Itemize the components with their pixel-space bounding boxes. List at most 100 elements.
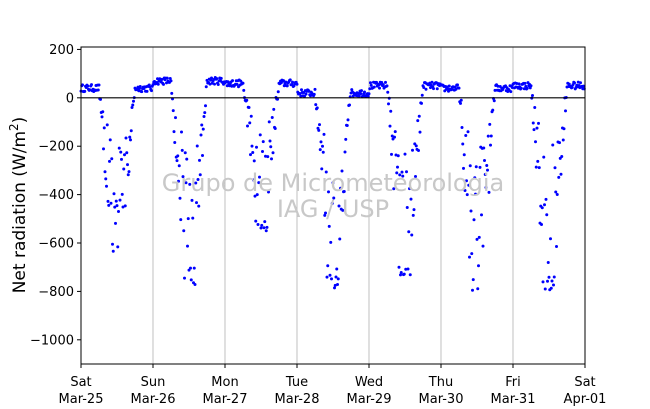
data-point xyxy=(522,87,526,91)
data-point xyxy=(325,275,329,279)
data-point xyxy=(328,273,332,277)
data-point xyxy=(329,240,333,244)
data-point xyxy=(397,265,401,269)
data-point xyxy=(411,148,414,152)
data-point xyxy=(111,242,114,246)
data-point xyxy=(203,111,207,115)
data-point xyxy=(318,148,322,152)
data-point xyxy=(194,181,198,185)
data-point xyxy=(123,153,126,157)
data-point xyxy=(546,279,549,283)
data-point xyxy=(176,154,180,158)
data-point xyxy=(372,85,376,89)
data-point xyxy=(121,205,125,209)
data-point xyxy=(304,92,308,96)
data-point xyxy=(109,201,113,205)
data-point xyxy=(552,283,555,287)
data-point xyxy=(258,133,262,137)
data-point xyxy=(323,213,327,217)
data-point xyxy=(126,163,129,167)
data-point xyxy=(271,151,275,155)
data-point xyxy=(400,170,404,174)
data-point xyxy=(111,249,115,253)
data-point xyxy=(303,94,306,98)
data-point xyxy=(247,105,251,109)
data-point xyxy=(127,170,131,174)
data-point xyxy=(254,219,258,223)
data-point xyxy=(90,83,93,87)
data-point xyxy=(260,223,264,227)
data-point xyxy=(317,128,321,132)
x-tick-date-label: Mar-28 xyxy=(275,392,320,407)
data-point xyxy=(475,237,479,241)
data-point xyxy=(484,185,488,189)
y-tick-label: −400 xyxy=(38,188,74,203)
data-point xyxy=(550,279,554,283)
data-point xyxy=(363,90,366,94)
data-point xyxy=(537,121,540,125)
data-point xyxy=(403,152,407,156)
data-point xyxy=(307,89,311,93)
data-point xyxy=(105,123,109,127)
data-point xyxy=(145,89,149,93)
data-point xyxy=(148,85,152,89)
data-point xyxy=(205,78,209,82)
data-point xyxy=(410,233,414,237)
data-point xyxy=(388,124,392,128)
data-point xyxy=(551,143,555,147)
data-point xyxy=(118,198,122,202)
data-point xyxy=(251,151,255,155)
plot-frame xyxy=(80,46,586,365)
data-point xyxy=(324,170,328,174)
data-point xyxy=(401,174,405,178)
data-point xyxy=(112,192,116,196)
y-tick-label: −200 xyxy=(38,140,74,155)
data-point xyxy=(435,87,439,91)
data-point xyxy=(250,144,254,148)
data-point xyxy=(107,203,111,207)
data-point xyxy=(557,175,561,179)
data-point xyxy=(291,80,294,84)
data-point xyxy=(459,98,463,102)
data-point xyxy=(540,206,544,210)
data-point xyxy=(261,149,264,153)
data-point xyxy=(241,81,245,85)
data-point xyxy=(327,224,331,228)
data-point xyxy=(114,221,117,225)
data-point xyxy=(101,110,105,114)
data-point xyxy=(165,76,169,80)
data-point xyxy=(342,190,346,194)
data-point xyxy=(386,90,390,94)
data-point xyxy=(184,181,188,185)
data-point xyxy=(341,208,345,212)
data-point xyxy=(460,125,464,129)
data-point xyxy=(256,223,260,226)
data-point xyxy=(190,198,194,202)
data-point xyxy=(531,121,535,125)
data-point xyxy=(272,107,276,111)
data-point xyxy=(496,84,500,88)
data-point xyxy=(468,255,471,259)
data-point xyxy=(381,83,385,87)
y-axis-label: Net radiation (W/m2) xyxy=(7,117,30,294)
data-point xyxy=(414,174,417,178)
data-point xyxy=(313,87,317,91)
data-point xyxy=(471,278,475,282)
data-point xyxy=(252,178,255,182)
data-point xyxy=(269,145,273,149)
data-point xyxy=(570,85,574,89)
data-point xyxy=(344,137,348,141)
data-point xyxy=(483,159,486,163)
data-point xyxy=(430,80,434,84)
data-point xyxy=(264,154,267,158)
data-point xyxy=(288,78,292,82)
data-point xyxy=(108,159,111,163)
data-point xyxy=(126,173,130,177)
data-point xyxy=(88,88,92,92)
data-point xyxy=(267,120,271,124)
data-point xyxy=(368,87,372,91)
data-point xyxy=(140,90,144,94)
data-point xyxy=(129,129,133,133)
data-point xyxy=(486,168,489,172)
data-point xyxy=(156,77,159,81)
